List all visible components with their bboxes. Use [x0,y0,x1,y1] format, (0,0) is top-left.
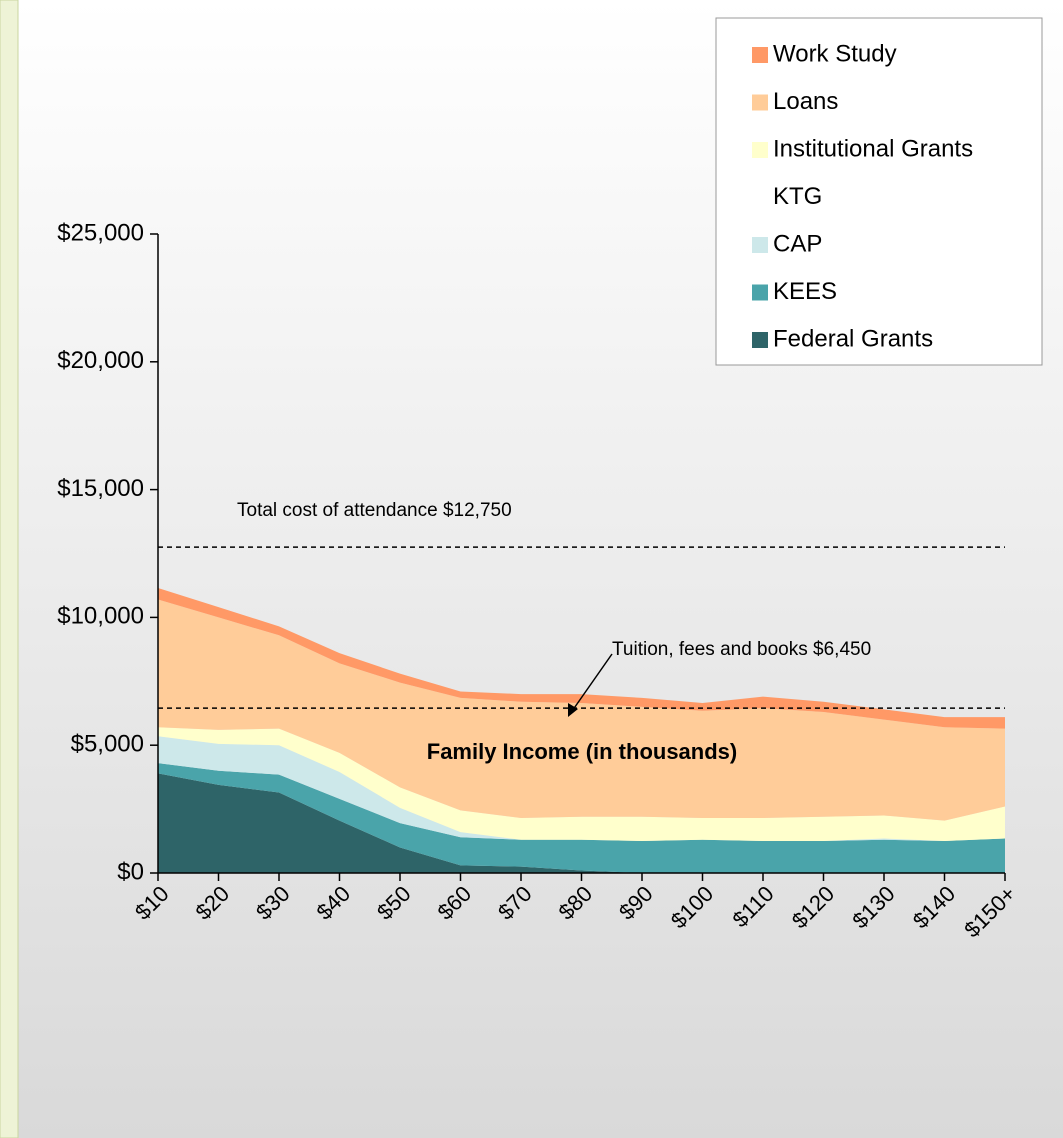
legend-swatch [752,47,768,63]
annotation: Tuition, fees and books $6,450 [612,639,871,660]
y-tick-label: $10,000 [57,603,144,630]
legend-swatch [752,332,768,348]
area [158,763,1005,873]
arrow-head [568,703,578,717]
legend-swatch [752,237,768,253]
y-tick-label: $15,000 [57,475,144,502]
annotation-arrow [569,653,613,715]
legend-label: Federal Grants [773,325,933,352]
y-tick-label: $25,000 [57,219,144,246]
legend-label: KEES [773,278,837,305]
legend-label: Loans [773,88,838,115]
x-axis-title: Family Income (in thousands) [427,739,737,764]
side-strip [0,0,19,1138]
legend-swatch [752,142,768,158]
area [158,736,1005,842]
legend-label: Institutional Grants [773,135,973,162]
plot: $0$5,000$10,000$15,000$20,000$25,000$10 $… [57,17,1043,942]
area [158,599,1005,821]
legend-label: CAP [773,230,822,257]
legend: Work Study Loans Institutional Grants KTG CA… [715,17,1043,366]
annotation: Total cost of attendance $12,750 [237,500,512,521]
y-tick-label: $20,000 [57,347,144,374]
legend-label: KTG [773,183,822,210]
legend-swatch [752,284,768,301]
legend-swatch [752,94,768,111]
area [158,773,1005,873]
legend-box [715,17,1043,366]
y-tick-label: $5,000 [71,731,144,758]
area [158,727,1005,842]
legend-swatch [752,189,768,206]
y-tick-label: $0 [117,858,144,885]
area [158,588,1005,729]
legend-label: Work Study [773,40,897,67]
